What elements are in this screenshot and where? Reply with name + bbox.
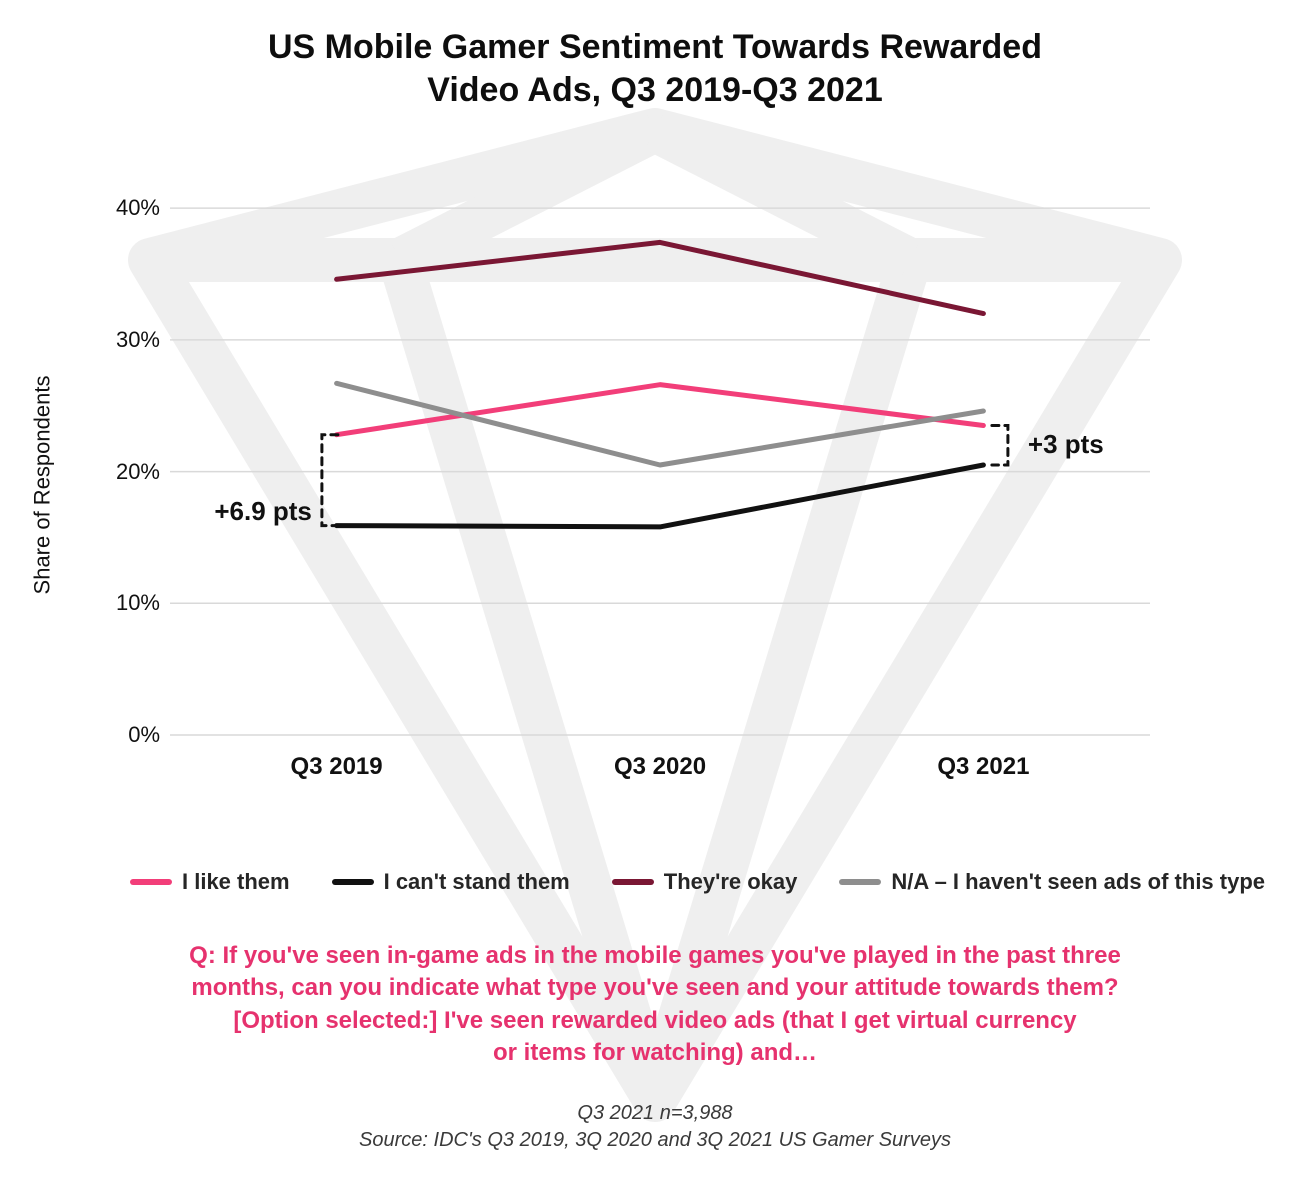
legend-swatch [130,879,172,885]
legend: I like them I can't stand them They're oka… [130,862,1270,902]
footnote: Q3 2021 n=3,988 Source: IDC's Q3 2019, 3… [0,1100,1310,1154]
legend-item: I can't stand them [332,869,570,895]
legend-item: N/A – I haven't seen ads of this type [839,869,1265,895]
y-tick-label: 20% [100,459,160,485]
chart-title: US Mobile Gamer Sentiment Towards Reward… [0,26,1310,111]
annotation-bracket [322,435,338,526]
x-tick-label: Q3 2020 [614,753,706,781]
legend-label: I can't stand them [384,869,570,895]
annotation-label: +3 pts [1028,429,1104,460]
legend-item: I like them [130,869,290,895]
x-tick-label: Q3 2021 [937,753,1029,781]
legend-label: I like them [182,869,290,895]
series-line [337,383,984,465]
annotation-bracket [992,425,1008,465]
line-chart [70,185,1240,785]
legend-label: They're okay [664,869,798,895]
legend-item: They're okay [612,869,798,895]
legend-label: N/A – I haven't seen ads of this type [891,869,1265,895]
y-axis-label: Share of Respondents [22,185,62,785]
legend-swatch [332,879,374,885]
annotation-label: +6.9 pts [214,496,312,527]
legend-swatch [612,879,654,885]
y-tick-label: 0% [100,722,160,748]
series-line [337,242,984,313]
x-tick-label: Q3 2019 [291,753,383,781]
chart-page: US Mobile Gamer Sentiment Towards Reward… [0,0,1310,1178]
survey-question: Q: If you've seen in-game ads in the mob… [0,940,1310,1070]
legend-swatch [839,879,881,885]
series-line [337,465,984,527]
y-tick-label: 10% [100,590,160,616]
y-tick-label: 30% [100,327,160,353]
y-tick-label: 40% [100,195,160,221]
chart-area: 0% 10% 20% 30% 40% Q3 2019 Q3 2020 Q3 2021 +6.9 … [70,185,1240,785]
